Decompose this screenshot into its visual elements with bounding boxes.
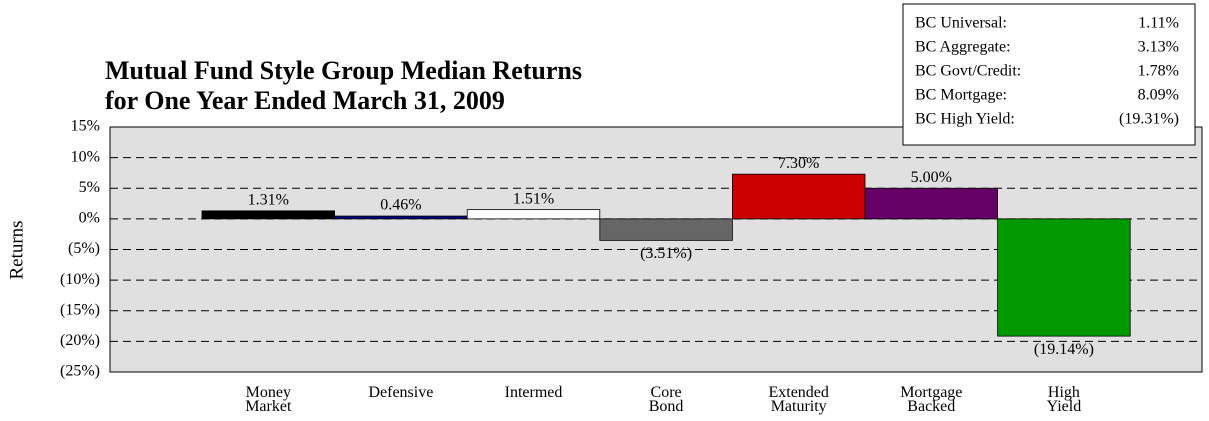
x-tick-label: Mortgage Backed [900,384,962,415]
benchmark-value: 3.13% [1138,39,1179,56]
y-tick-label: 0% [79,210,100,227]
y-tick-label: 10% [71,148,100,165]
benchmark-value: 1.78% [1138,63,1179,80]
benchmark-name: BC Govt/Credit: [915,63,1021,80]
benchmark-value: (19.31%) [1119,111,1179,128]
x-tick-label: High Yield [1047,384,1082,415]
benchmark-name: BC High Yield: [915,111,1015,128]
data-label: 1.31% [248,192,289,209]
benchmark-name: BC Universal: [915,15,1007,32]
bar [201,210,336,220]
benchmark-name: BC Aggregate: [915,39,1011,56]
benchmark-name: BC Mortgage: [915,87,1007,104]
y-tick-label: (5%) [68,240,100,257]
bar [732,173,866,220]
chart-title: Mutual Fund Style Group Median Returns [105,56,582,85]
data-label: (3.51%) [640,245,692,262]
y-tick-label: (20%) [60,332,100,349]
bar [599,218,733,241]
data-label: (19.14%) [1034,341,1094,358]
bar [466,209,601,220]
x-tick-label: Extended Maturity [768,384,828,415]
benchmark-value: 8.09% [1138,87,1179,104]
bar [334,215,468,220]
data-label: 0.46% [380,197,421,214]
chart-title: for One Year Ended March 31, 2009 [105,86,505,115]
y-tick-label: 15% [71,118,100,135]
x-tick-label: Defensive [368,384,433,401]
x-tick-label: Core Bond [649,384,684,415]
bar [864,187,999,220]
bar [997,218,1131,337]
y-tick-label: (25%) [60,363,100,380]
y-tick-label: 5% [79,179,100,196]
data-label: 5.00% [911,169,952,186]
y-axis-label: Returns [6,220,27,279]
data-label: 7.30% [778,155,819,172]
y-tick-label: (15%) [60,301,100,318]
x-tick-label: Money Market [245,384,292,415]
benchmark-box [902,3,1196,146]
y-tick-label: (10%) [60,271,100,288]
data-label: 1.51% [513,190,554,207]
x-tick-label: Intermed [505,384,563,401]
benchmark-value: 1.11% [1138,15,1179,32]
